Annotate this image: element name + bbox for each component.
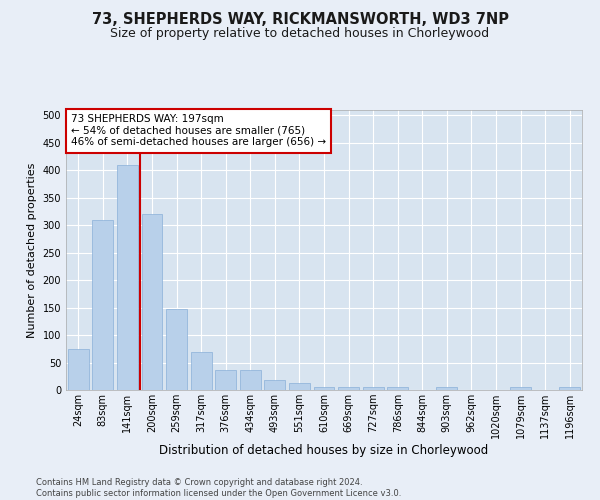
Bar (559, 388, 580, 390)
Bar (117, 165, 138, 390)
Bar (92, 220, 113, 390)
Bar (166, 308, 187, 390)
X-axis label: Distribution of detached houses by size in Chorleywood: Distribution of detached houses by size … (160, 444, 488, 456)
Bar (289, 384, 310, 390)
Y-axis label: Number of detached properties: Number of detached properties (27, 162, 37, 338)
Bar (338, 386, 359, 390)
Bar (387, 388, 408, 390)
Text: Contains HM Land Registry data © Crown copyright and database right 2024.
Contai: Contains HM Land Registry data © Crown c… (36, 478, 401, 498)
Bar (510, 388, 531, 390)
Bar (314, 388, 334, 390)
Text: Size of property relative to detached houses in Chorleywood: Size of property relative to detached ho… (110, 28, 490, 40)
Bar (436, 388, 457, 390)
Bar (68, 349, 89, 390)
Bar (240, 370, 261, 390)
Bar (265, 380, 286, 390)
Text: 73 SHEPHERDS WAY: 197sqm
← 54% of detached houses are smaller (765)
46% of semi-: 73 SHEPHERDS WAY: 197sqm ← 54% of detach… (71, 114, 326, 148)
Bar (191, 352, 212, 390)
Text: 73, SHEPHERDS WAY, RICKMANSWORTH, WD3 7NP: 73, SHEPHERDS WAY, RICKMANSWORTH, WD3 7N… (91, 12, 509, 28)
Bar (215, 370, 236, 390)
Bar (362, 386, 383, 390)
Bar (142, 214, 163, 390)
